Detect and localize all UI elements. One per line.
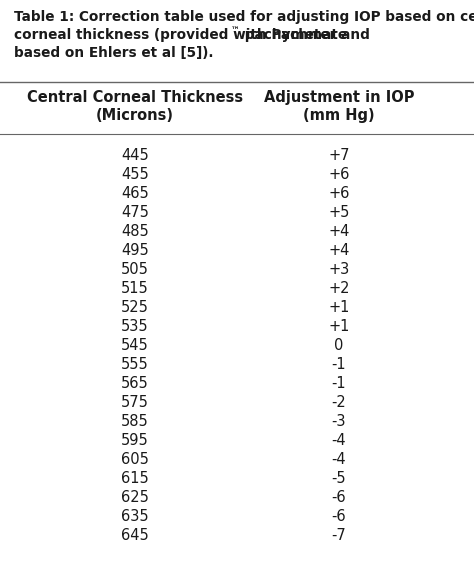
- Text: (Microns): (Microns): [96, 108, 174, 123]
- Text: 485: 485: [121, 224, 149, 239]
- Text: 475: 475: [121, 205, 149, 220]
- Text: Table 1: Correction table used for adjusting IOP based on central: Table 1: Correction table used for adjus…: [14, 10, 474, 24]
- Text: corneal thickness (provided with Pachmate: corneal thickness (provided with Pachmat…: [14, 28, 347, 42]
- Text: 505: 505: [121, 262, 149, 277]
- Text: -2: -2: [331, 395, 346, 410]
- Text: 585: 585: [121, 414, 149, 429]
- Text: 575: 575: [121, 395, 149, 410]
- Text: 615: 615: [121, 471, 149, 486]
- Text: +7: +7: [328, 148, 350, 163]
- Text: 535: 535: [121, 319, 149, 334]
- Text: 635: 635: [121, 509, 149, 524]
- Text: -6: -6: [332, 509, 346, 524]
- Text: (mm Hg): (mm Hg): [303, 108, 375, 123]
- Text: +1: +1: [328, 300, 350, 315]
- Text: 445: 445: [121, 148, 149, 163]
- Text: -7: -7: [331, 528, 346, 543]
- Text: Adjustment in IOP: Adjustment in IOP: [264, 90, 414, 105]
- Text: ™: ™: [231, 26, 239, 35]
- Text: +4: +4: [328, 224, 350, 239]
- Text: +3: +3: [328, 262, 349, 277]
- Text: 565: 565: [121, 376, 149, 391]
- Text: pachymeter and: pachymeter and: [240, 28, 370, 42]
- Text: +6: +6: [328, 186, 350, 201]
- Text: 625: 625: [121, 490, 149, 505]
- Text: based on Ehlers et al [5]).: based on Ehlers et al [5]).: [14, 46, 214, 60]
- Text: -5: -5: [332, 471, 346, 486]
- Text: +2: +2: [328, 281, 350, 296]
- Text: 555: 555: [121, 357, 149, 372]
- Text: 605: 605: [121, 452, 149, 467]
- Text: 525: 525: [121, 300, 149, 315]
- Text: -3: -3: [332, 414, 346, 429]
- Text: 545: 545: [121, 338, 149, 353]
- Text: -1: -1: [332, 376, 346, 391]
- Text: +1: +1: [328, 319, 350, 334]
- Text: 465: 465: [121, 186, 149, 201]
- Text: -1: -1: [332, 357, 346, 372]
- Text: 0: 0: [334, 338, 344, 353]
- Text: +5: +5: [328, 205, 350, 220]
- Text: 595: 595: [121, 433, 149, 448]
- Text: 495: 495: [121, 243, 149, 258]
- Text: +6: +6: [328, 167, 350, 182]
- Text: 515: 515: [121, 281, 149, 296]
- Text: -4: -4: [332, 452, 346, 467]
- Text: 455: 455: [121, 167, 149, 182]
- Text: +4: +4: [328, 243, 350, 258]
- Text: -6: -6: [332, 490, 346, 505]
- Text: Central Corneal Thickness: Central Corneal Thickness: [27, 90, 243, 105]
- Text: -4: -4: [332, 433, 346, 448]
- Text: 645: 645: [121, 528, 149, 543]
